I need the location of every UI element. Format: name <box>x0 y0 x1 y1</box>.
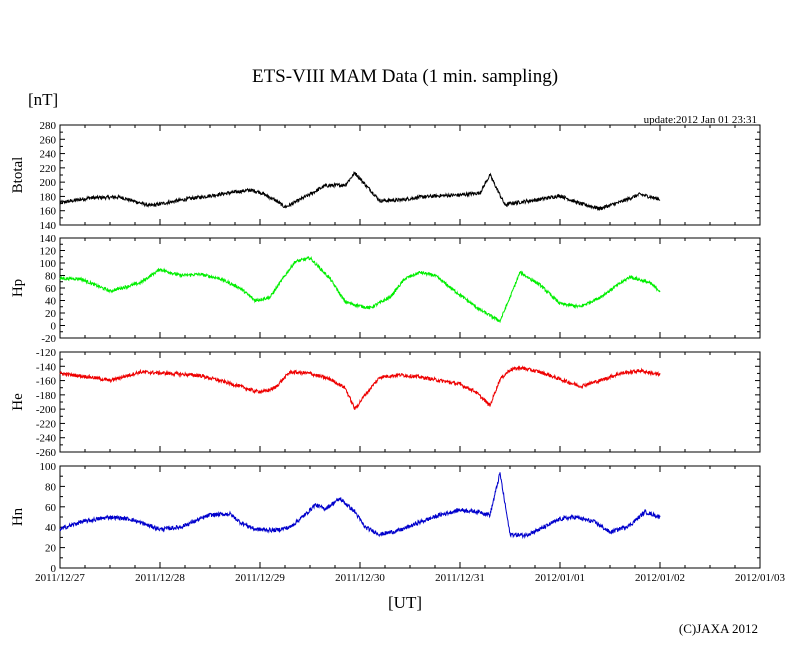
data-line-hn <box>59 472 661 540</box>
y-tick-label: 60 <box>45 283 57 295</box>
y-tick-label: 220 <box>40 163 57 175</box>
y-tick-label: 100 <box>40 258 57 270</box>
y-tick-label: 160 <box>40 206 57 218</box>
x-tick-label: 2011/12/31 <box>435 572 485 584</box>
y-axis-title: Hn <box>10 507 26 526</box>
x-axis-label: [UT] <box>388 593 422 612</box>
y-tick-label: 40 <box>45 296 57 308</box>
panel-frame <box>59 351 761 453</box>
unit-label: [nT] <box>28 90 59 109</box>
y-tick-label: -220 <box>36 418 57 430</box>
y-tick-label: 240 <box>40 149 57 161</box>
data-line-he <box>59 365 661 410</box>
copyright-text: (C)JAXA 2012 <box>678 621 758 636</box>
x-tick-label: 2011/12/28 <box>135 572 185 584</box>
update-timestamp: update:2012 Jan 01 23:31 <box>643 114 757 126</box>
x-tick-label: 2012/01/01 <box>535 572 585 584</box>
data-line-hp <box>59 255 661 324</box>
x-tick-label: 2012/01/03 <box>735 572 786 584</box>
y-axis-title: Btotal <box>10 157 26 194</box>
x-tick-label: 2011/12/29 <box>235 572 285 584</box>
y-tick-label: 80 <box>45 481 57 493</box>
y-tick-label: 140 <box>40 233 57 245</box>
y-axis-title: Hp <box>10 279 26 297</box>
x-tick-label: 2012/01/02 <box>635 572 685 584</box>
y-tick-label: -120 <box>36 347 57 359</box>
chart-title: ETS-VIII MAM Data (1 min. sampling) <box>251 66 559 87</box>
y-tick-label: 120 <box>40 246 57 258</box>
y-tick-label: -200 <box>36 404 57 416</box>
y-tick-label: 40 <box>45 522 57 534</box>
y-tick-label: 180 <box>40 191 57 203</box>
y-tick-label: -260 <box>36 447 57 459</box>
y-tick-label: 260 <box>40 134 57 146</box>
y-tick-label: 20 <box>45 543 57 555</box>
x-tick-label: 2011/12/30 <box>335 572 385 584</box>
y-tick-label: -240 <box>36 433 57 445</box>
y-tick-label: 140 <box>40 220 57 232</box>
y-tick-label: -160 <box>36 376 57 388</box>
y-tick-label: -140 <box>36 361 57 373</box>
y-tick-label: 0 <box>51 321 57 333</box>
y-tick-label: 60 <box>45 502 57 514</box>
y-tick-label: 100 <box>40 461 57 473</box>
y-tick-label: 200 <box>40 177 57 189</box>
panel-frame <box>59 124 761 226</box>
y-tick-label: 80 <box>45 271 57 283</box>
y-tick-label: 0 <box>51 563 57 575</box>
y-axis-title: He <box>10 393 26 411</box>
data-line-btotal <box>59 170 661 212</box>
y-tick-label: -180 <box>36 390 57 402</box>
x-tick-label: 2011/12/27 <box>35 572 85 584</box>
y-tick-label: 20 <box>45 308 57 320</box>
y-tick-label: 280 <box>40 120 57 132</box>
y-tick-label: -20 <box>41 333 56 345</box>
